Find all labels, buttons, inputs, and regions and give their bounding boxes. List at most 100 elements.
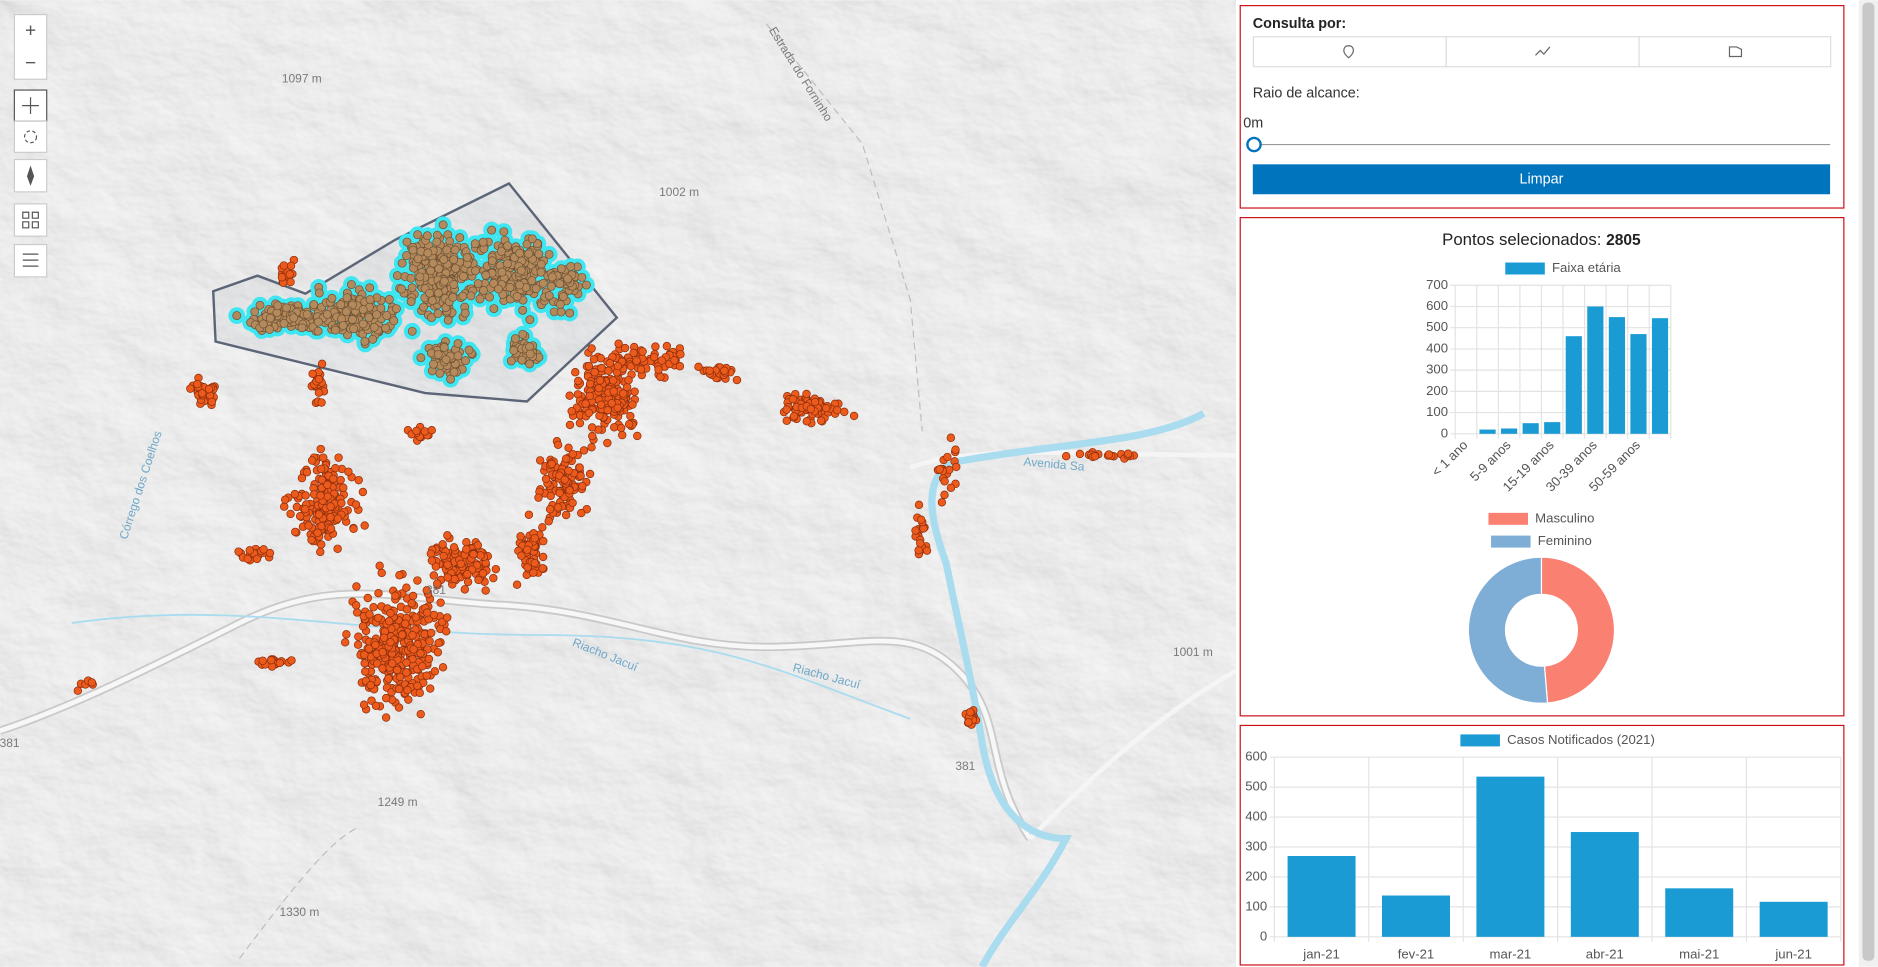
point xyxy=(473,541,483,550)
legend-swatch xyxy=(1488,512,1528,525)
point xyxy=(575,463,584,472)
point xyxy=(434,638,443,648)
point xyxy=(286,277,295,287)
clear-button[interactable] xyxy=(1252,164,1831,195)
line-button[interactable] xyxy=(1445,36,1640,68)
point xyxy=(544,517,553,526)
point xyxy=(940,477,949,486)
point xyxy=(806,404,816,414)
point xyxy=(351,500,361,509)
point xyxy=(436,598,445,607)
selected-point xyxy=(408,245,418,255)
zoom-out[interactable]: − xyxy=(25,53,36,74)
point xyxy=(404,695,413,704)
selected-point xyxy=(365,283,375,293)
bar xyxy=(1522,423,1539,434)
selected-point xyxy=(407,326,417,336)
point xyxy=(555,488,564,498)
point xyxy=(439,551,448,561)
point xyxy=(258,656,267,665)
point xyxy=(538,564,547,573)
bar xyxy=(1665,888,1734,937)
bar xyxy=(1759,901,1828,937)
x-tick-label: jan-21 xyxy=(1302,946,1340,961)
point xyxy=(489,573,498,583)
point xyxy=(266,655,276,665)
point xyxy=(358,622,368,631)
selected-point xyxy=(516,266,526,276)
point xyxy=(245,546,254,555)
bar xyxy=(1381,895,1450,937)
zoom-in[interactable]: + xyxy=(25,20,36,41)
selected-point xyxy=(389,316,399,326)
point xyxy=(427,426,436,435)
selected-point xyxy=(475,294,485,304)
point xyxy=(402,658,411,667)
point-button[interactable] xyxy=(1252,36,1447,68)
polygon-button[interactable] xyxy=(1638,36,1832,68)
point xyxy=(538,523,547,532)
layers-icon xyxy=(22,253,39,267)
point xyxy=(395,571,404,580)
basemap-button[interactable] xyxy=(13,203,48,237)
point xyxy=(422,586,431,595)
point xyxy=(416,649,425,658)
y-tick-label: 0 xyxy=(1260,928,1267,943)
selected-point xyxy=(556,307,566,317)
selected-point xyxy=(364,313,374,323)
point xyxy=(609,387,618,396)
bar xyxy=(1608,317,1625,434)
selected-point xyxy=(503,259,512,269)
point xyxy=(1090,452,1100,461)
point xyxy=(605,359,615,368)
selected-point xyxy=(423,248,433,258)
point xyxy=(595,376,605,385)
selected-point xyxy=(413,254,423,264)
point xyxy=(478,569,488,578)
point xyxy=(73,686,83,695)
point xyxy=(300,504,310,514)
point xyxy=(833,405,842,415)
point xyxy=(581,399,590,408)
doughnut-slice xyxy=(1467,556,1549,704)
point xyxy=(523,545,532,554)
bar xyxy=(1287,855,1356,937)
selected-point xyxy=(376,303,386,313)
point xyxy=(456,559,466,569)
point xyxy=(662,341,672,351)
selected-point xyxy=(346,280,356,289)
point xyxy=(651,342,660,351)
bar xyxy=(1501,428,1518,434)
point xyxy=(363,593,373,603)
layers-button[interactable] xyxy=(13,243,48,278)
point xyxy=(391,591,400,601)
point xyxy=(587,443,596,452)
selected-point xyxy=(449,255,459,265)
y-tick-label: 500 xyxy=(1426,319,1448,334)
selected-point xyxy=(536,259,546,269)
point xyxy=(443,613,452,622)
point xyxy=(394,703,404,712)
point xyxy=(588,431,597,441)
scroll-thumb[interactable] xyxy=(1862,2,1875,961)
selected-point xyxy=(455,233,465,243)
selected-point xyxy=(313,326,323,336)
legend-label: Masculino xyxy=(1535,510,1594,525)
point xyxy=(426,628,436,638)
point xyxy=(252,554,262,564)
selected-point xyxy=(565,308,575,318)
selected-point xyxy=(464,345,474,355)
point xyxy=(339,483,348,492)
point xyxy=(539,536,548,546)
bar xyxy=(1630,334,1647,434)
point xyxy=(342,630,351,639)
point xyxy=(259,545,268,554)
selected-point xyxy=(342,293,352,303)
rotate-button[interactable] xyxy=(13,120,48,153)
point xyxy=(633,431,642,441)
point xyxy=(359,700,369,709)
point xyxy=(449,543,459,552)
slider-thumb[interactable] xyxy=(1246,136,1262,153)
point xyxy=(431,562,441,571)
